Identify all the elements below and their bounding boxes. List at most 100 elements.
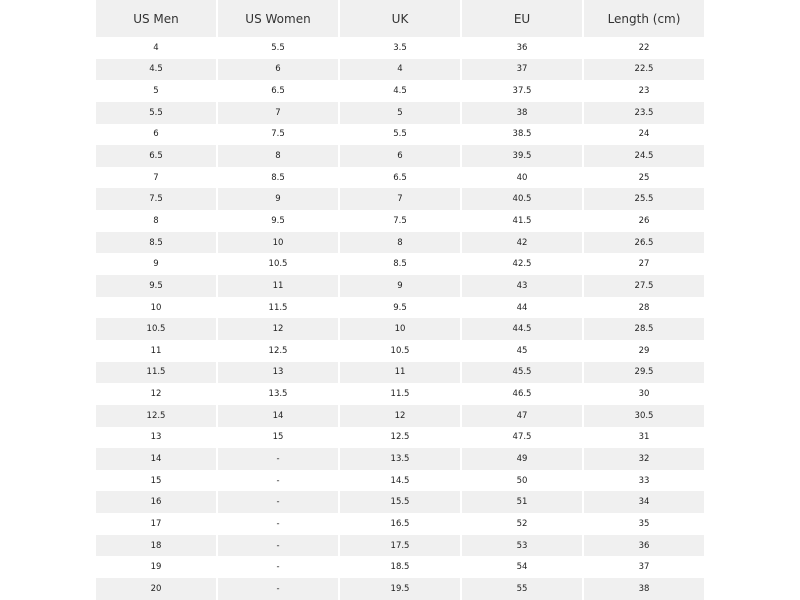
cell-us-women: - xyxy=(218,513,338,535)
table-row: 7 8.5 6.5 40 25 xyxy=(96,166,704,189)
cell-uk: 11.5 xyxy=(340,383,460,405)
table-row: 13 15 12.5 47.5 31 xyxy=(96,426,704,449)
table-row: 9 10.5 8.5 42.5 27 xyxy=(96,253,704,276)
cell-us-men: 11.5 xyxy=(96,361,216,384)
cell-us-men: 7 xyxy=(96,166,216,189)
table-body: 4 5.5 3.5 36 22 4.5 6 4 37 22.5 5 6.5 4.5 37.5 23 5.5 7 5… xyxy=(96,37,704,600)
table-row: 10.5 12 10 44.5 28.5 xyxy=(96,318,704,340)
cell-eu: 44.5 xyxy=(462,318,582,340)
cell-us-women: 12.5 xyxy=(218,339,338,362)
cell-length: 33 xyxy=(584,469,704,492)
cell-uk: 19.5 xyxy=(340,578,460,600)
cell-eu: 45.5 xyxy=(462,361,582,384)
cell-length: 22 xyxy=(584,37,704,59)
table-row: 7.5 9 7 40.5 25.5 xyxy=(96,188,704,211)
cell-uk: 18.5 xyxy=(340,556,460,579)
table-row: 10 11.5 9.5 44 28 xyxy=(96,296,704,319)
cell-uk: 4.5 xyxy=(340,80,460,102)
cell-uk: 15.5 xyxy=(340,491,460,514)
header-us-women: US Women xyxy=(218,0,338,37)
cell-uk: 7 xyxy=(340,188,460,211)
cell-us-women: 6.5 xyxy=(218,80,338,102)
cell-eu: 38.5 xyxy=(462,123,582,146)
cell-us-men: 9.5 xyxy=(96,275,216,297)
cell-eu: 37.5 xyxy=(462,80,582,102)
cell-us-men: 13 xyxy=(96,426,216,449)
cell-uk: 9 xyxy=(340,275,460,297)
cell-length: 34 xyxy=(584,491,704,514)
cell-uk: 8.5 xyxy=(340,253,460,276)
cell-uk: 12 xyxy=(340,404,460,427)
cell-length: 37 xyxy=(584,556,704,579)
cell-us-men: 11 xyxy=(96,339,216,362)
cell-eu: 37 xyxy=(462,58,582,81)
cell-eu: 36 xyxy=(462,37,582,59)
cell-us-women: - xyxy=(218,556,338,579)
cell-us-women: 9.5 xyxy=(218,210,338,232)
table-row: 6 7.5 5.5 38.5 24 xyxy=(96,123,704,146)
cell-eu: 39.5 xyxy=(462,145,582,167)
cell-us-men: 6 xyxy=(96,123,216,146)
cell-us-men: 14 xyxy=(96,448,216,470)
cell-length: 27.5 xyxy=(584,275,704,297)
cell-length: 28 xyxy=(584,296,704,319)
cell-length: 27 xyxy=(584,253,704,276)
cell-uk: 11 xyxy=(340,361,460,384)
cell-us-men: 12 xyxy=(96,383,216,405)
cell-us-men: 6.5 xyxy=(96,145,216,167)
cell-us-women: 14 xyxy=(218,404,338,427)
size-chart: US Men US Women UK EU Length (cm) 4 5.5 3.… xyxy=(94,0,706,600)
cell-eu: 42.5 xyxy=(462,253,582,276)
table-row: 4 5.5 3.5 36 22 xyxy=(96,37,704,59)
cell-us-women: - xyxy=(218,491,338,514)
cell-us-men: 8.5 xyxy=(96,231,216,254)
cell-us-women: 7.5 xyxy=(218,123,338,146)
table-row: 5 6.5 4.5 37.5 23 xyxy=(96,80,704,102)
cell-length: 30 xyxy=(584,383,704,405)
cell-length: 24 xyxy=(584,123,704,146)
cell-length: 32 xyxy=(584,448,704,470)
size-table: US Men US Women UK EU Length (cm) 4 5.5 3.… xyxy=(94,0,706,600)
cell-us-women: - xyxy=(218,578,338,600)
cell-eu: 53 xyxy=(462,534,582,557)
table-row: 8 9.5 7.5 41.5 26 xyxy=(96,210,704,232)
table-row: 11 12.5 10.5 45 29 xyxy=(96,339,704,362)
cell-eu: 47 xyxy=(462,404,582,427)
cell-length: 29 xyxy=(584,339,704,362)
cell-us-women: 10.5 xyxy=(218,253,338,276)
table-row: 17-16.5 52 35 xyxy=(96,513,704,535)
table-row: 15-14.5 50 33 xyxy=(96,469,704,492)
cell-us-women: 11.5 xyxy=(218,296,338,319)
cell-length: 23.5 xyxy=(584,101,704,124)
cell-eu: 46.5 xyxy=(462,383,582,405)
cell-us-women: 12 xyxy=(218,318,338,340)
cell-uk: 17.5 xyxy=(340,534,460,557)
cell-length: 29.5 xyxy=(584,361,704,384)
cell-us-women: 9 xyxy=(218,188,338,211)
cell-us-men: 8 xyxy=(96,210,216,232)
cell-uk: 7.5 xyxy=(340,210,460,232)
cell-us-women: 7 xyxy=(218,101,338,124)
cell-us-women: 13 xyxy=(218,361,338,384)
table-row: 5.5 7 5 38 23.5 xyxy=(96,101,704,124)
cell-us-men: 5.5 xyxy=(96,101,216,124)
cell-us-men: 10 xyxy=(96,296,216,319)
cell-length: 30.5 xyxy=(584,404,704,427)
cell-length: 26.5 xyxy=(584,231,704,254)
cell-length: 28.5 xyxy=(584,318,704,340)
cell-us-men: 16 xyxy=(96,491,216,514)
header-uk: UK xyxy=(340,0,460,37)
cell-uk: 5 xyxy=(340,101,460,124)
cell-eu: 52 xyxy=(462,513,582,535)
cell-us-women: 5.5 xyxy=(218,37,338,59)
table-row: 9.5 11 9 43 27.5 xyxy=(96,275,704,297)
header-row: US Men US Women UK EU Length (cm) xyxy=(96,0,704,37)
cell-us-men: 15 xyxy=(96,469,216,492)
cell-length: 25 xyxy=(584,166,704,189)
cell-eu: 43 xyxy=(462,275,582,297)
header-us-men: US Men xyxy=(96,0,216,37)
cell-eu: 49 xyxy=(462,448,582,470)
cell-us-women: 11 xyxy=(218,275,338,297)
table-row: 12 13.5 11.5 46.5 30 xyxy=(96,383,704,405)
cell-us-men: 9 xyxy=(96,253,216,276)
